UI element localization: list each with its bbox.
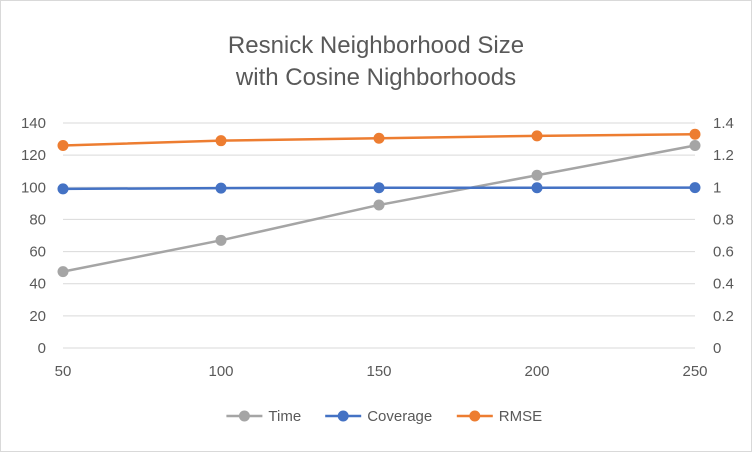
x-tick-label: 150 — [366, 363, 391, 380]
legend-label-rmse: RMSE — [499, 408, 542, 425]
left-y-tick-label: 140 — [21, 115, 46, 132]
right-y-tick-label: 0.8 — [713, 211, 734, 228]
data-point-coverage — [57, 183, 69, 195]
x-axis-ticks: 50 100 150 200 250 — [55, 363, 708, 380]
left-y-tick-label: 120 — [21, 147, 46, 164]
legend-marker-coverage — [337, 410, 349, 422]
right-y-tick-label: 0.4 — [713, 276, 734, 293]
legend-label-coverage: Coverage — [367, 408, 432, 425]
data-point-rmse — [531, 130, 543, 142]
data-point-coverage — [689, 182, 701, 194]
data-point-rmse — [215, 135, 227, 147]
right-y-tick-label: 0 — [713, 340, 721, 357]
chart-title-line-2: with Cosine Nighborhoods — [235, 64, 516, 91]
data-point-coverage — [215, 182, 227, 194]
legend-marker-time — [238, 410, 250, 422]
data-point-rmse — [373, 132, 385, 144]
data-point-rmse — [57, 140, 69, 151]
x-tick-label: 100 — [208, 363, 233, 380]
right-y-tick-label: 1.4 — [713, 115, 734, 132]
left-y-tick-label: 80 — [29, 211, 46, 228]
right-y-tick-label: 1.2 — [713, 147, 734, 164]
right-y-tick-label: 0.6 — [713, 244, 734, 261]
left-y-tick-label: 0 — [38, 340, 46, 357]
legend-label-time: Time — [268, 408, 301, 425]
right-y-tick-label: 1 — [713, 179, 721, 196]
x-tick-label: 250 — [682, 363, 707, 380]
gridlines — [63, 122, 695, 349]
right-axis-ticks: 0 0.2 0.4 0.6 0.8 1 1.2 1.4 — [713, 115, 734, 357]
series-group — [57, 128, 701, 278]
legend: Time Coverage RMSE — [226, 408, 542, 425]
data-point-time — [373, 199, 385, 211]
left-axis-ticks: 0 20 40 60 80 100 120 140 — [21, 115, 46, 357]
x-tick-label: 200 — [524, 363, 549, 380]
data-point-time — [531, 169, 543, 181]
data-point-time — [57, 266, 69, 278]
left-y-tick-label: 40 — [29, 276, 46, 293]
x-tick-label: 50 — [55, 363, 72, 380]
data-point-time — [689, 140, 701, 151]
chart-title-line-1: Resnick Neighborhood Size — [228, 32, 524, 59]
data-point-rmse — [689, 128, 701, 140]
data-point-coverage — [531, 182, 543, 194]
data-point-coverage — [373, 182, 385, 194]
legend-marker-rmse — [469, 410, 481, 422]
right-y-tick-label: 0.2 — [713, 308, 734, 325]
left-y-tick-label: 60 — [29, 244, 46, 261]
left-y-tick-label: 20 — [29, 308, 46, 325]
left-y-tick-label: 100 — [21, 179, 46, 196]
data-point-time — [215, 234, 227, 246]
